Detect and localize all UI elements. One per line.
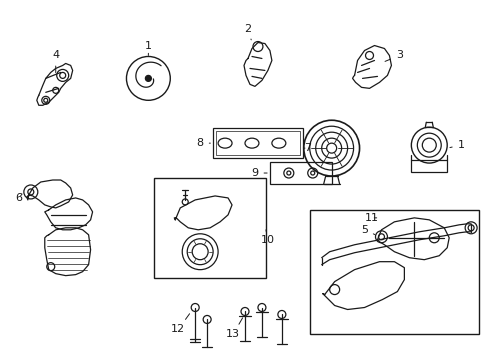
Text: 9: 9 [251, 168, 266, 178]
Text: 13: 13 [225, 318, 242, 339]
Bar [154, 178, 265, 278]
Text: 1: 1 [449, 140, 464, 150]
Text: 10: 10 [261, 230, 274, 245]
Bar [410, 160, 447, 172]
Text: 6: 6 [15, 193, 22, 203]
Bar [269, 162, 331, 184]
Text: 3: 3 [384, 50, 402, 62]
Text: 1: 1 [144, 41, 152, 55]
Text: 7: 7 [303, 143, 311, 153]
Bar [309, 210, 478, 334]
Bar [213, 128, 302, 158]
Text: 4: 4 [52, 50, 59, 73]
Text: 8: 8 [196, 138, 210, 148]
Bar [216, 131, 299, 155]
Circle shape [145, 75, 151, 81]
Text: 12: 12 [171, 314, 189, 334]
Text: 11: 11 [364, 213, 378, 223]
Text: 2: 2 [244, 24, 251, 40]
Text: 5: 5 [360, 225, 374, 235]
